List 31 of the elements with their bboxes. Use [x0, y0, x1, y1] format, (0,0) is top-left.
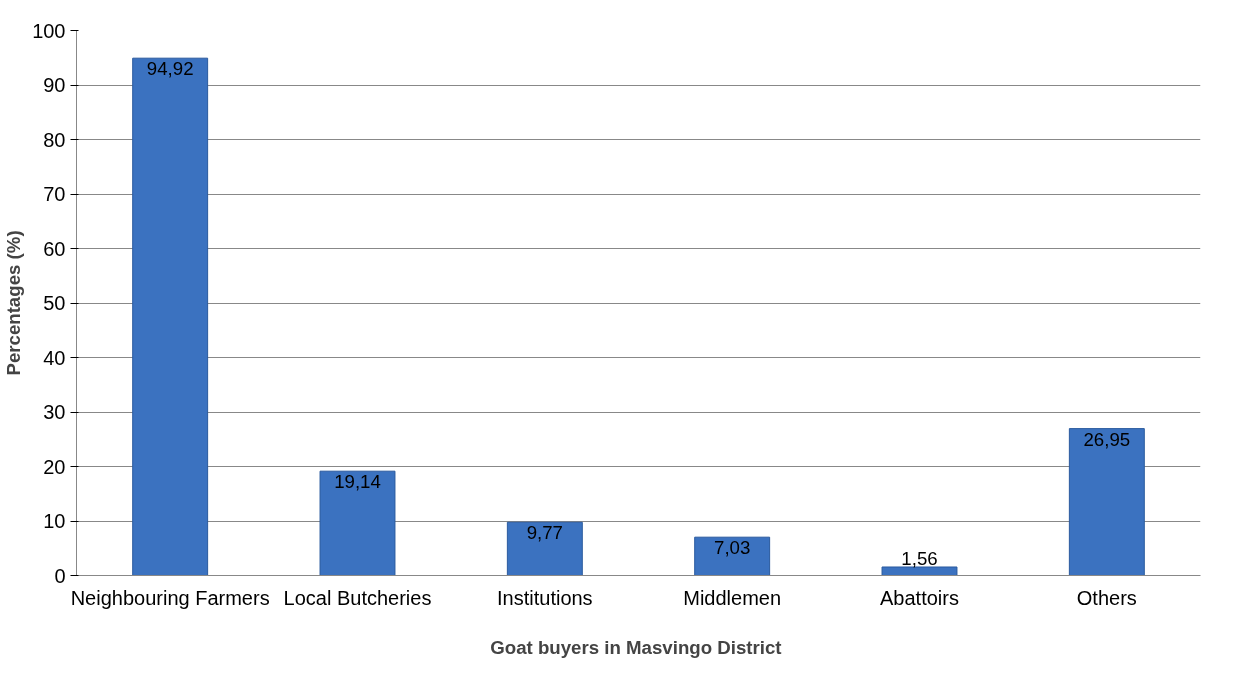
data-label: 26,95 — [1083, 428, 1131, 450]
y-tick-label: 0 — [54, 564, 66, 587]
data-label: 94,92 — [146, 58, 194, 80]
x-tick-label: Institutions — [497, 586, 593, 609]
x-tick-label: Others — [1076, 586, 1137, 609]
bar — [694, 536, 771, 576]
x-axis-title: Goat buyers in Masvingo District — [490, 636, 782, 658]
data-label: 1,56 — [901, 548, 938, 569]
bar — [506, 521, 583, 576]
x-tick-label: Neighbouring Farmers — [70, 586, 270, 609]
y-tick-label: 40 — [43, 346, 66, 369]
data-label: 7,03 — [714, 537, 751, 559]
bar — [319, 470, 396, 576]
y-tick-label: 90 — [43, 74, 66, 96]
bar — [132, 57, 209, 576]
x-tick-label: Middlemen — [683, 586, 782, 609]
y-tick-label: 100 — [32, 19, 66, 42]
bar — [1068, 428, 1145, 576]
y-tick-label: 20 — [43, 455, 66, 478]
y-axis-title: Percentages (%) — [3, 230, 25, 376]
y-tick-label: 30 — [43, 401, 66, 423]
x-tick-label: Local Butcheries — [283, 586, 432, 609]
y-tick-label: 70 — [43, 183, 66, 205]
y-tick-label: 60 — [43, 237, 66, 260]
bar — [881, 566, 958, 576]
x-tick-label: Abattoirs — [880, 586, 959, 609]
y-tick-label: 10 — [43, 510, 66, 532]
data-label: 19,14 — [334, 471, 381, 493]
y-tick-label: 80 — [43, 128, 66, 151]
y-tick-label: 50 — [43, 292, 66, 314]
data-label: 9,77 — [526, 522, 563, 544]
